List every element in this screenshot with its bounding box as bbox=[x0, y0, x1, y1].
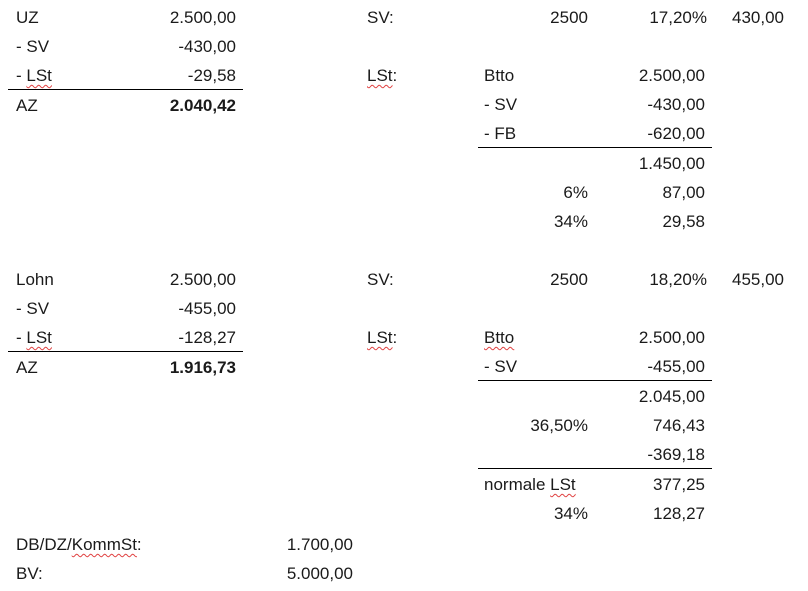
b2-lst-label-text: LSt bbox=[367, 328, 393, 347]
b1-lst-deduction-value: -29,58 bbox=[187, 66, 236, 85]
b1-lst-btto-label: Btto bbox=[484, 66, 515, 85]
b1-az-value: 2.040,42 bbox=[169, 96, 236, 115]
footer-bv-value: 5.000,00 bbox=[286, 564, 353, 583]
b1-sv-amount: 430,00 bbox=[732, 8, 784, 27]
b1-lst-rate2-value: 29,58 bbox=[662, 212, 705, 231]
b1-lst-sv-value: -430,00 bbox=[647, 95, 705, 114]
b1-lst-rate1-label: 6% bbox=[563, 183, 588, 202]
b2-lst-sum-rule bbox=[478, 380, 712, 381]
b1-left-sum-rule bbox=[8, 89, 243, 90]
b2-lohn-label: Lohn bbox=[16, 270, 54, 289]
b2-lohn-value: 2.500,00 bbox=[169, 270, 236, 289]
b1-lst-rate1-value: 87,00 bbox=[662, 183, 705, 202]
b1-lst-sum-rule bbox=[478, 147, 712, 148]
b2-lst-rate1-value: 746,43 bbox=[653, 416, 705, 435]
footer-bv-label: BV: bbox=[16, 564, 43, 583]
b2-lst-deduction-label: - LSt bbox=[16, 328, 52, 347]
b2-lst-deduction-value: -128,27 bbox=[178, 328, 236, 347]
b1-sv-base: 2500 bbox=[550, 8, 588, 27]
b2-sv-deduction-value: -455,00 bbox=[178, 299, 236, 318]
b2-sv-amount: 455,00 bbox=[732, 270, 784, 289]
b1-sv-label: SV: bbox=[367, 8, 394, 27]
b2-lst-sv-value: -455,00 bbox=[647, 357, 705, 376]
b1-lst-fb-label: - FB bbox=[484, 124, 517, 143]
b2-lst-rate2-value: 128,27 bbox=[653, 504, 705, 523]
footer-db-dz-kommst-label: DB/DZ/KommSt: bbox=[16, 535, 142, 554]
b1-sv-deduction-value: -430,00 bbox=[178, 37, 236, 56]
b1-lst-base-value: 1.450,00 bbox=[638, 154, 705, 173]
b2-lst-btto-label-text: Btto bbox=[484, 328, 515, 347]
b2-lst-btto-label: Btto bbox=[484, 328, 514, 348]
b2-sv-label: SV: bbox=[367, 270, 394, 289]
b2-sv-deduction-label: - SV bbox=[16, 299, 50, 318]
b1-uz-label: UZ bbox=[16, 8, 39, 27]
footer-db-dz-kommst-value: 1.700,00 bbox=[286, 535, 353, 554]
b2-az-label: AZ bbox=[16, 358, 38, 377]
b1-lst-sv-label: - SV bbox=[484, 95, 518, 114]
b1-az-label: AZ bbox=[16, 96, 38, 115]
b1-sv-deduction-label: - SV bbox=[16, 37, 50, 56]
b2-az-value: 1.916,73 bbox=[169, 358, 236, 377]
b2-lst-btto-value: 2.500,00 bbox=[638, 328, 705, 347]
b1-uz-value: 2.500,00 bbox=[169, 8, 236, 27]
b2-left-sum-rule bbox=[8, 351, 243, 352]
b2-lst-rate2-label: 34% bbox=[553, 504, 588, 523]
b1-lst-label-text: LSt bbox=[367, 66, 393, 85]
b1-sv-rate: 17,20% bbox=[649, 8, 707, 27]
b2-sv-rate: 18,20% bbox=[649, 270, 707, 289]
b1-lst-fb-value: -620,00 bbox=[647, 124, 705, 143]
b2-lst-normal-label-text: LSt bbox=[550, 475, 576, 494]
b1-lst-deduction-label: - LSt bbox=[16, 66, 52, 85]
b2-lst-normal-label: normale LSt bbox=[484, 475, 576, 494]
b1-lst-label: LSt: bbox=[367, 66, 398, 85]
b2-lst-normal-value: 377,25 bbox=[653, 475, 705, 494]
b1-lst-btto-value: 2.500,00 bbox=[638, 66, 705, 85]
b2-lst-label: LSt: bbox=[367, 328, 398, 347]
b1-lst-rate2-label: 34% bbox=[553, 212, 588, 231]
footer-kommst-text: KommSt bbox=[71, 535, 137, 554]
b2-sv-base: 2500 bbox=[550, 270, 588, 289]
b2-lst-deduction-label-text: LSt bbox=[26, 328, 52, 347]
b2-lst-normal-rule bbox=[478, 468, 712, 469]
b2-lst-deduct-value: -369,18 bbox=[647, 445, 705, 464]
b2-lst-rate1-label: 36,50% bbox=[530, 416, 588, 435]
b2-lst-sv-label: - SV bbox=[484, 357, 518, 376]
b2-lst-base-value: 2.045,00 bbox=[638, 387, 705, 406]
b1-lst-deduction-label-text: LSt bbox=[26, 66, 52, 85]
